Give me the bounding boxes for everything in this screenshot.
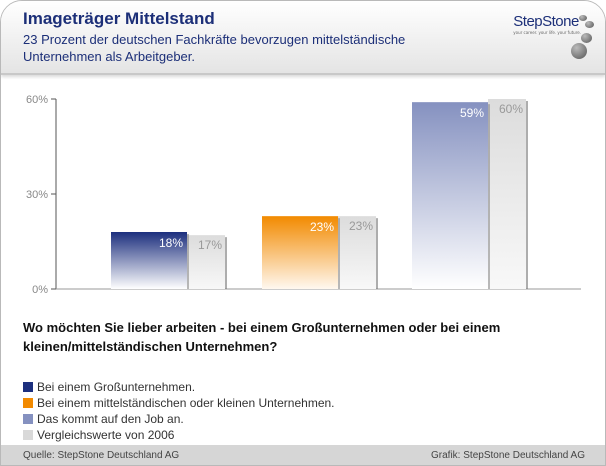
page-title: Imageträger Mittelstand — [23, 9, 215, 28]
bar-chart: 0% 30% 60% 17% 18% 23% 23% 60% 59% — [26, 94, 581, 296]
bar-current — [111, 232, 187, 289]
data-label-current: 23% — [310, 220, 334, 234]
legend: Bei einem Großunternehmen. Bei einem mitt… — [23, 379, 335, 443]
legend-item: Bei einem Großunternehmen. — [23, 379, 335, 395]
y-tick-label: 0% — [32, 284, 48, 296]
data-label-current: 18% — [159, 236, 183, 250]
legend-label: Vergleichswerte von 2006 — [37, 428, 175, 442]
legend-item: Vergleichswerte von 2006 — [23, 427, 335, 443]
bar-2006 — [187, 235, 225, 289]
subtitle: 23 Prozent der deutschen Fachkräfte bevo… — [23, 32, 406, 64]
legend-label: Das kommt auf den Job an. — [37, 412, 184, 426]
y-tick-label: 30% — [26, 189, 48, 201]
legend-swatch — [23, 414, 33, 424]
y-tick-label: 60% — [26, 94, 48, 106]
bar-2006 — [488, 99, 526, 289]
logo-tagline: your career. your life. your future. — [513, 30, 581, 35]
data-label-2006: 17% — [198, 238, 222, 252]
data-label-2006: 60% — [499, 102, 523, 116]
legend-label: Bei einem mittelständischen oder kleinen… — [37, 396, 335, 410]
legend-label: Bei einem Großunternehmen. — [37, 380, 196, 394]
stones-icon — [569, 13, 595, 61]
data-label-2006: 23% — [349, 219, 373, 233]
header: Imageträger Mittelstand 23 Prozent der d… — [1, 1, 605, 75]
bar-current — [262, 216, 338, 289]
logo-text: StepStone — [513, 13, 579, 30]
legend-item: Das kommt auf den Job an. — [23, 411, 335, 427]
legend-swatch — [23, 398, 33, 408]
bar-2006 — [338, 216, 376, 289]
footer: Quelle: StepStone Deutschland AG Grafik:… — [1, 445, 605, 465]
source-text: Quelle: StepStone Deutschland AG — [23, 450, 180, 461]
graphic-credit: Grafik: StepStone Deutschland AG — [431, 450, 585, 461]
survey-question: Wo möchten Sie lieber arbeiten - bei ein… — [23, 320, 501, 354]
legend-swatch — [23, 382, 33, 392]
legend-item: Bei einem mittelständischen oder kleinen… — [23, 395, 335, 411]
data-label-current: 59% — [460, 106, 484, 120]
legend-swatch — [23, 430, 33, 440]
stepstone-logo: StepStone your career. your life. your f… — [513, 13, 595, 59]
bar-current — [412, 102, 488, 290]
